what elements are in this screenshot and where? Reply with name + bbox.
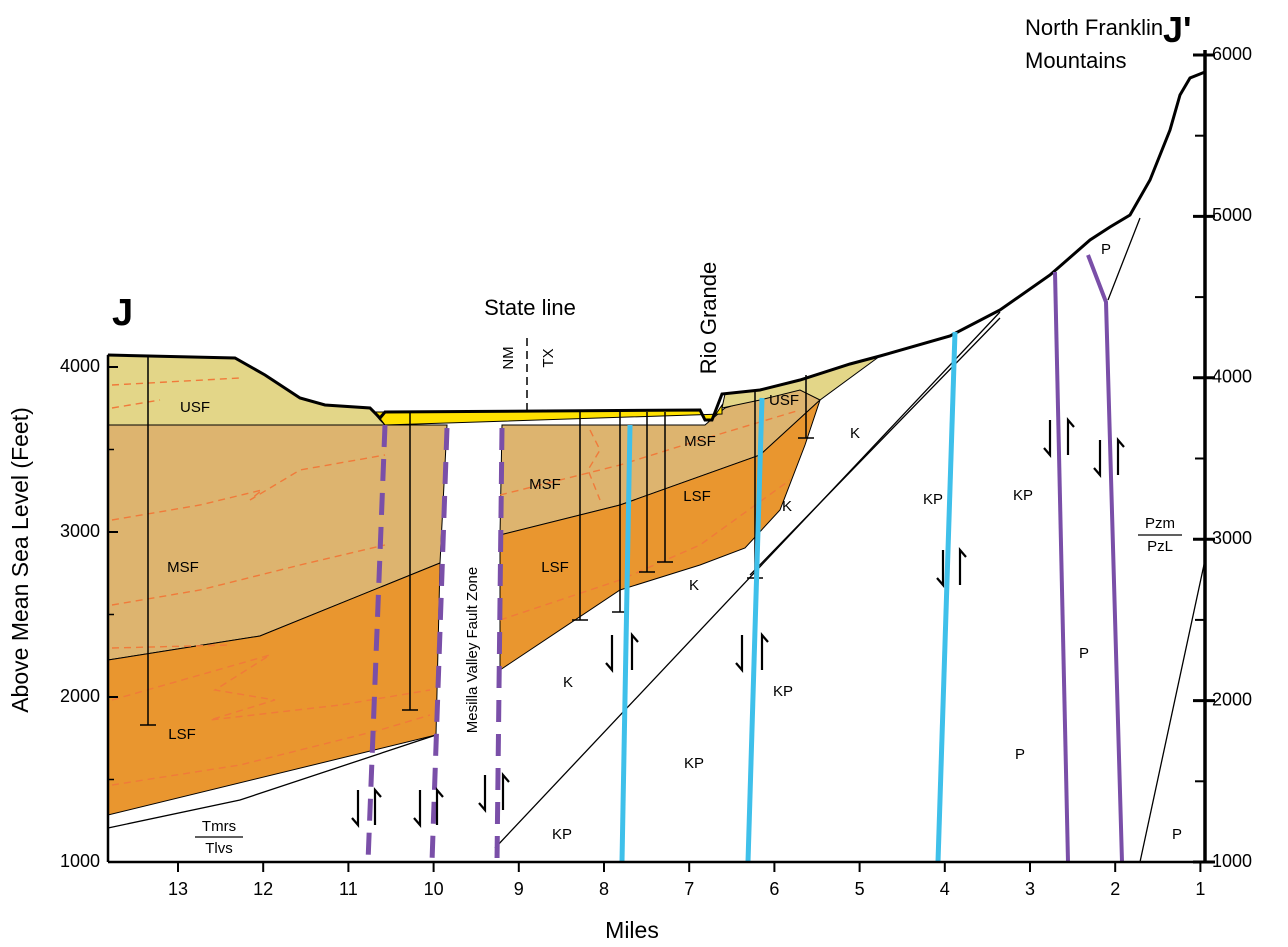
ground-surface	[108, 72, 1205, 420]
y-tick-label: 3000	[60, 521, 100, 541]
fault-arrow	[762, 635, 768, 670]
y-tick-label: 6000	[1212, 44, 1252, 64]
unit-label: KP	[552, 826, 572, 843]
fault-arrow	[632, 635, 638, 670]
fault-arrow	[352, 790, 358, 825]
y-tick-label: 4000	[60, 356, 100, 376]
x-tick-label: 2	[1110, 879, 1120, 899]
fault-arrow	[960, 550, 966, 585]
x-tick-label: 12	[253, 879, 273, 899]
unit-label: P	[1079, 645, 1089, 662]
river-label: Rio Grande	[696, 262, 721, 375]
unit-label: USF	[769, 392, 799, 409]
fault-arrow	[414, 790, 420, 825]
fault-arrow	[937, 550, 943, 585]
section-label: J	[112, 292, 133, 334]
unit-label: Pzm	[1145, 515, 1175, 532]
x-tick-label: 7	[684, 879, 694, 899]
cross-section: 4000 3000 2000 1000 6000 5000 4000 3000 2000 1000…	[0, 0, 1288, 947]
y-tick-label: 3000	[1212, 528, 1252, 548]
x-tick-label: 9	[514, 879, 524, 899]
place-label: Mountains	[1025, 48, 1127, 73]
x-tick-label: 10	[424, 879, 444, 899]
unit-label: MSF	[529, 476, 561, 493]
unit-label: P	[1172, 826, 1182, 843]
x-tick-label: 6	[769, 879, 779, 899]
unit-label: P	[1015, 746, 1025, 763]
unit-label: K	[782, 498, 792, 515]
y-tick-label: 4000	[1212, 367, 1252, 387]
geologic-contact	[1140, 560, 1205, 862]
unit-label: KP	[923, 491, 943, 508]
y-tick-label: 2000	[1212, 689, 1252, 709]
place-label: North Franklin	[1025, 15, 1163, 40]
unit-label: P	[1101, 241, 1111, 258]
unit-fill	[108, 355, 880, 815]
unit-label: K	[689, 577, 699, 594]
y-tick-label: 1000	[1212, 851, 1252, 871]
fault	[368, 255, 1122, 862]
state-label: TX	[540, 348, 557, 367]
ground-surface	[108, 72, 1205, 420]
fault	[1088, 255, 1122, 862]
geologic-contact	[1108, 218, 1140, 300]
x-tick-label: 5	[855, 879, 865, 899]
unit-fill	[375, 405, 722, 425]
fault-arrow	[479, 775, 485, 810]
unit-label: LSF	[683, 488, 711, 505]
unit-label: KP	[773, 683, 793, 700]
x-tick-label: 11	[339, 879, 358, 899]
x-tick-label: 4	[940, 879, 950, 899]
fault-arrow	[503, 775, 509, 810]
x-tick-label: 13	[168, 879, 188, 899]
unit-label: KP	[684, 755, 704, 772]
unit-label: USF	[180, 399, 210, 416]
y-axis-title: Above Mean Sea Level (Feet)	[7, 407, 33, 713]
state-line-label: State line	[484, 295, 576, 320]
unit-label: LSF	[541, 559, 569, 576]
state-label: NM	[500, 346, 517, 369]
fault	[938, 332, 955, 862]
unit-label: MSF	[684, 433, 716, 450]
section-label: J'	[1163, 9, 1192, 50]
fault-arrow	[1044, 420, 1050, 455]
fault-arrow	[606, 635, 612, 670]
fault-arrow	[1068, 420, 1074, 455]
fault-arrow	[1118, 440, 1124, 475]
y-tick-label: 2000	[60, 686, 100, 706]
unit-label: MSF	[167, 559, 199, 576]
unit-label: K	[563, 674, 573, 691]
x-axis-title: Miles	[605, 917, 659, 943]
unit-label: Tmrs	[202, 818, 236, 835]
y-tick-label: 1000	[60, 851, 100, 871]
x-tick-label: 1	[1195, 879, 1205, 899]
unit-label: Tlvs	[205, 840, 233, 857]
fault-arrow	[437, 790, 443, 825]
fault	[1055, 272, 1068, 862]
y-tick-label: 5000	[1212, 205, 1252, 225]
unit-label: PzL	[1147, 538, 1173, 555]
fault-arrow	[375, 790, 381, 825]
x-tick-label: 8	[599, 879, 609, 899]
unit-label: K	[850, 425, 860, 442]
unit-label: LSF	[168, 726, 196, 743]
fault-arrow	[1094, 440, 1100, 475]
fault-zone-label: Mesilla Valley Fault Zone	[464, 567, 481, 733]
x-tick-label: 3	[1025, 879, 1035, 899]
fault-arrow	[736, 635, 742, 670]
unit-label: KP	[1013, 487, 1033, 504]
